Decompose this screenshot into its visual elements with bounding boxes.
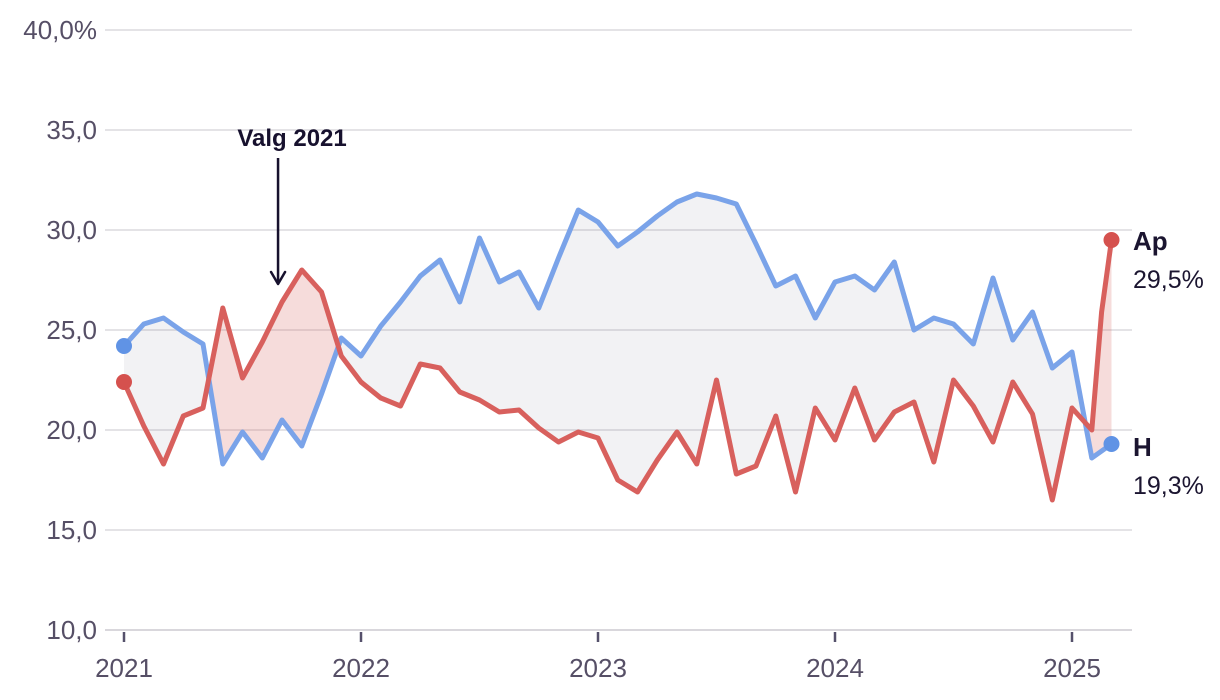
ap-end-label-value: 29,5% — [1133, 266, 1204, 294]
h-end-label-name: H — [1133, 432, 1152, 462]
h-start-dot — [116, 338, 132, 354]
x-axis-label: 2022 — [332, 653, 390, 683]
y-axis-label: 35,0 — [46, 115, 97, 145]
annotation-arrowhead-icon — [269, 270, 287, 286]
y-axis-label: 20,0 — [46, 415, 97, 445]
x-axis-label: 2025 — [1043, 653, 1101, 683]
h-end-dot — [1103, 436, 1120, 452]
h-line — [121, 191, 1114, 467]
ap-end-label-name: Ap — [1133, 226, 1168, 256]
ap-lead-fill-region — [208, 270, 339, 464]
ap-end-dot — [1103, 232, 1120, 248]
x-axis-label: 2021 — [95, 653, 153, 683]
ap-start-dot — [116, 374, 132, 390]
ap-line — [121, 237, 1114, 503]
h-end-label-value: 19,3% — [1133, 472, 1204, 500]
y-axis-label: 15,0 — [46, 515, 97, 545]
x-axis-label: 2023 — [569, 653, 627, 683]
y-axis-label: 40,0% — [23, 15, 97, 45]
h-lead-fill-region — [338, 194, 1086, 500]
election-annotation-label: Valg 2021 — [237, 125, 346, 152]
y-axis-label: 30,0 — [46, 215, 97, 245]
y-axis-label: 10,0 — [46, 615, 97, 645]
y-axis-label: 25,0 — [46, 315, 97, 345]
x-axis-label: 2024 — [806, 653, 864, 683]
